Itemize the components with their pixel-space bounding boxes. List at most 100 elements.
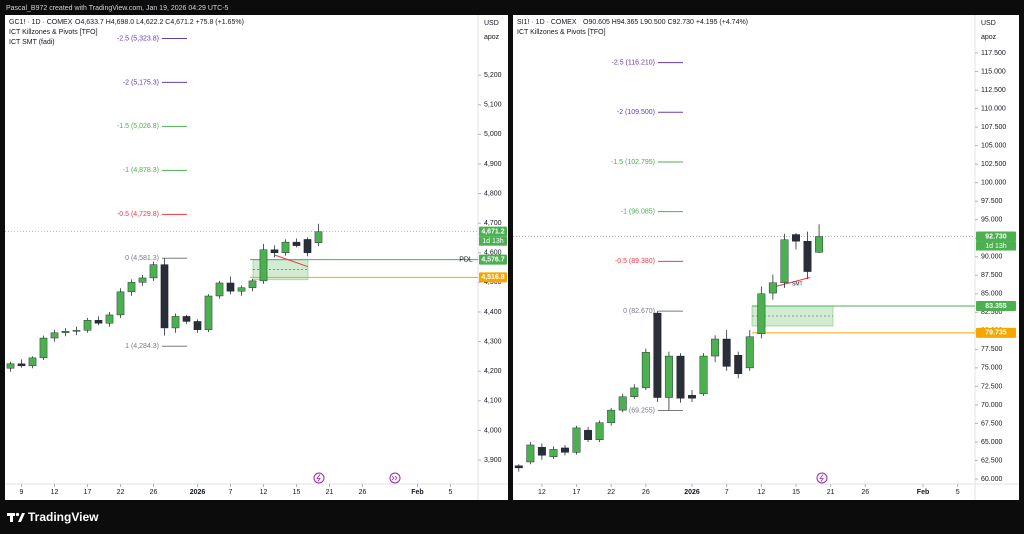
x-tick-label: 15 bbox=[293, 489, 301, 496]
x-tick-label: 22 bbox=[117, 489, 125, 496]
fib-label: 0 (4,581.3) bbox=[125, 255, 159, 262]
candle-body bbox=[237, 287, 246, 292]
y-tick-label: 65.000 bbox=[981, 439, 1003, 446]
price-label-box bbox=[976, 300, 1016, 311]
fib-label: (69.255) bbox=[629, 407, 655, 414]
candle-body bbox=[584, 429, 593, 440]
y-tick-label: 4,400 bbox=[484, 309, 502, 316]
candle-body bbox=[745, 336, 754, 369]
y-tick-label: 115.000 bbox=[981, 68, 1006, 75]
price-label-box bbox=[976, 231, 1016, 242]
fib-label: -1 (4,878.3) bbox=[123, 167, 159, 174]
candle-body bbox=[549, 449, 558, 458]
price-label-box bbox=[479, 272, 507, 283]
fib-label: -1.5 (5,026.8) bbox=[117, 123, 159, 130]
y-tick-label: 4,500 bbox=[484, 279, 502, 286]
y-tick-label: 85.000 bbox=[981, 291, 1003, 298]
candle-body bbox=[28, 357, 37, 367]
countdown-box bbox=[976, 241, 1016, 251]
fib-label: 1 (4,284.3) bbox=[125, 343, 159, 350]
x-tick-label: 7 bbox=[725, 489, 729, 496]
x-tick-label: 5 bbox=[449, 489, 453, 496]
y-tick-label: 97.500 bbox=[981, 198, 1003, 205]
currency: USD bbox=[484, 20, 499, 27]
y-tick-label: 5,100 bbox=[484, 102, 502, 109]
indicator-name: ICT Killzones & Pivots [TFO] bbox=[517, 29, 606, 36]
candle-body bbox=[595, 422, 604, 440]
price-label-box bbox=[479, 226, 507, 237]
x-tick-label: 12 bbox=[51, 489, 59, 496]
candle-body bbox=[281, 241, 290, 253]
y-tick-label: 95.000 bbox=[981, 217, 1003, 224]
currency: USD bbox=[981, 20, 996, 27]
brand: TradingView bbox=[28, 510, 99, 524]
y-tick-label: 4,100 bbox=[484, 398, 502, 405]
candle-body bbox=[17, 363, 26, 367]
countdown-box bbox=[479, 236, 507, 246]
event-icon-glyph bbox=[316, 474, 321, 482]
price-label: 92.730 bbox=[985, 233, 1007, 240]
fib-label: -2 (5,175.3) bbox=[123, 79, 159, 86]
fib-label: -2.5 (116.210) bbox=[612, 59, 655, 66]
candle-body bbox=[664, 355, 673, 398]
pdl-label: PDL bbox=[459, 256, 473, 263]
price-label: 83.355 bbox=[985, 303, 1007, 310]
y-tick-label: 112.500 bbox=[981, 87, 1006, 94]
x-tick-label: 2026 bbox=[190, 489, 206, 496]
y-tick-label: 5,000 bbox=[484, 131, 502, 138]
y-tick-label: 4,600 bbox=[484, 250, 502, 257]
x-tick-label: 12 bbox=[757, 489, 765, 496]
candle-body bbox=[514, 465, 523, 469]
candle-body bbox=[722, 338, 731, 367]
y-tick-label: 4,200 bbox=[484, 368, 502, 375]
y-tick-label: 77.500 bbox=[981, 346, 1003, 353]
y-tick-label: 3,900 bbox=[484, 457, 502, 464]
candle-body bbox=[526, 444, 535, 463]
x-tick-label: 2026 bbox=[684, 489, 700, 496]
price-label-box bbox=[479, 254, 507, 265]
symbol: SI1! · 1D · COMEX bbox=[517, 19, 577, 26]
candle-body bbox=[248, 280, 257, 288]
candle-body bbox=[757, 293, 766, 335]
y-tick-label: 102.500 bbox=[981, 161, 1006, 168]
event-icon bbox=[313, 472, 325, 484]
candle-body bbox=[641, 352, 650, 389]
y-tick-label: 82.500 bbox=[981, 309, 1003, 316]
event-icon-glyph bbox=[391, 475, 398, 481]
price-label: 79.735 bbox=[985, 330, 1007, 337]
candle-body bbox=[226, 282, 235, 292]
x-tick-label: 17 bbox=[573, 489, 581, 496]
x-tick-label: 12 bbox=[538, 489, 546, 496]
candle-body bbox=[314, 231, 323, 243]
smt-label: SMT bbox=[792, 281, 803, 287]
y-tick-label: 90.000 bbox=[981, 254, 1003, 261]
fib-label: -2.5 (5,323.8) bbox=[117, 35, 159, 42]
y-tick-label: 107.500 bbox=[981, 124, 1006, 131]
event-icon-glyph bbox=[819, 474, 824, 482]
candle-body bbox=[193, 321, 202, 330]
candle-body bbox=[711, 338, 720, 357]
candle-body bbox=[561, 447, 569, 453]
y-tick-label: 110.000 bbox=[981, 105, 1006, 112]
fib-label: -0.5 (89.380) bbox=[615, 258, 655, 265]
scale-mode: apoz bbox=[484, 34, 500, 41]
x-tick-label: 26 bbox=[861, 489, 869, 496]
candle-body bbox=[105, 314, 114, 324]
logo bbox=[7, 512, 25, 522]
logo-part bbox=[10, 513, 13, 522]
candle-body bbox=[182, 316, 191, 322]
candle-body bbox=[39, 337, 48, 359]
indicator-name: ICT SMT (fadi) bbox=[9, 39, 55, 46]
price-label-box bbox=[976, 327, 1016, 338]
candle-body bbox=[83, 320, 92, 331]
y-tick-label: 105.000 bbox=[981, 142, 1006, 149]
candle-body bbox=[215, 282, 224, 297]
x-tick-label: 26 bbox=[359, 489, 367, 496]
price-label: 4,576.7 bbox=[481, 256, 504, 263]
candle-body bbox=[270, 249, 279, 253]
x-tick-label: 15 bbox=[792, 489, 800, 496]
smt-line bbox=[274, 254, 309, 268]
fib-label: -1.5 (102.795) bbox=[611, 159, 655, 166]
fib-label: -1 (96.085) bbox=[621, 209, 655, 216]
candle-body bbox=[572, 427, 581, 453]
